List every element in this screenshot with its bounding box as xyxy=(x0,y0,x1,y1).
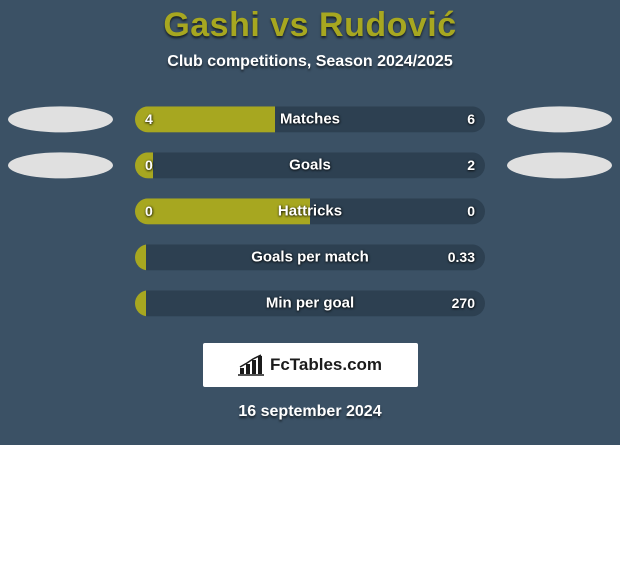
page-title: Gashi vs Rudović xyxy=(0,6,620,45)
stat-bar: Goals 0 2 xyxy=(135,152,485,178)
stat-bar: Hattricks 0 0 xyxy=(135,198,485,224)
subtitle: Club competitions, Season 2024/2025 xyxy=(0,53,620,71)
stat-row: Matches 4 6 xyxy=(0,99,620,145)
deco-ellipse-right xyxy=(507,106,612,132)
deco-ellipse-right xyxy=(507,152,612,178)
deco-ellipse-left xyxy=(8,106,113,132)
stat-right-value: 2 xyxy=(467,157,475,173)
stat-row: Min per goal 270 xyxy=(0,283,620,329)
bar-chart-icon xyxy=(238,354,264,376)
stat-row: Goals 0 2 xyxy=(0,145,620,191)
stat-right-value: 270 xyxy=(452,295,475,311)
stat-label: Goals xyxy=(289,157,331,174)
stat-row: Goals per match 0.33 xyxy=(0,237,620,283)
stat-right-value: 6 xyxy=(467,111,475,127)
stat-left-value: 0 xyxy=(145,203,153,219)
brand-logo-text: FcTables.com xyxy=(270,355,382,375)
date-label: 16 september 2024 xyxy=(0,403,620,421)
stat-rows: Matches 4 6 Goals 0 2 Hattricks 0 0 Goals per mat… xyxy=(0,99,620,329)
stat-left-value: 4 xyxy=(145,111,153,127)
stat-bar: Matches 4 6 xyxy=(135,106,485,132)
stats-card: Gashi vs Rudović Club competitions, Seas… xyxy=(0,0,620,445)
stat-bar: Goals per match 0.33 xyxy=(135,244,485,270)
bar-left-fill xyxy=(135,106,275,132)
stat-label: Goals per match xyxy=(251,249,369,266)
bar-left-fill xyxy=(135,290,146,316)
stat-label: Min per goal xyxy=(266,295,354,312)
stat-row: Hattricks 0 0 xyxy=(0,191,620,237)
brand-logo: FcTables.com xyxy=(203,343,418,387)
stat-right-value: 0 xyxy=(467,203,475,219)
stat-left-value: 0 xyxy=(145,157,153,173)
stat-right-value: 0.33 xyxy=(448,249,475,265)
stat-label: Hattricks xyxy=(278,203,342,220)
stat-label: Matches xyxy=(280,111,340,128)
deco-ellipse-left xyxy=(8,152,113,178)
stat-bar: Min per goal 270 xyxy=(135,290,485,316)
bar-left-fill xyxy=(135,244,146,270)
